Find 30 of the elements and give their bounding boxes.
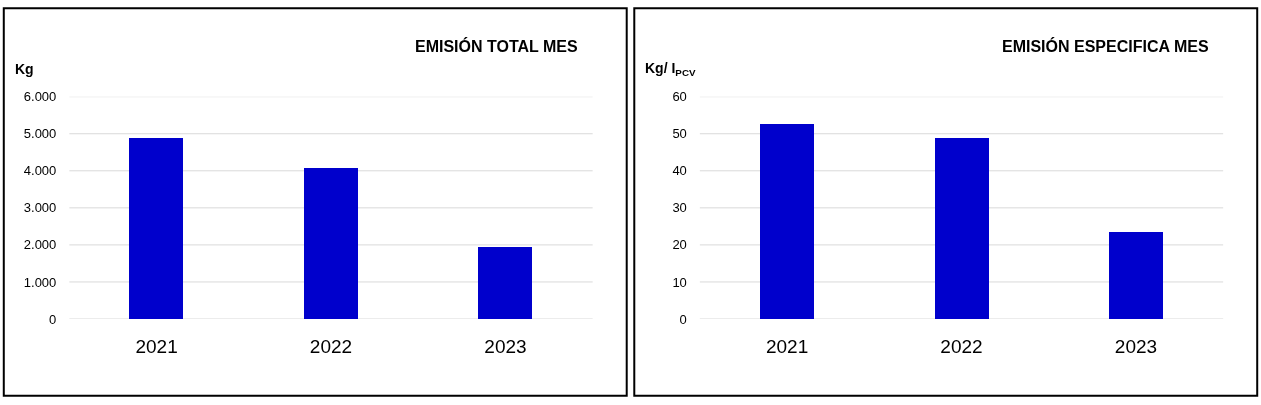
y-axis-title: Kg [15,61,34,77]
bar [129,137,184,319]
x-tick-label: 2022 [940,336,983,357]
y-tick-label: 60 [672,89,687,105]
bar [1108,231,1163,319]
x-tick-label: 2021 [135,336,178,357]
y-tick-label: 5.000 [23,126,57,142]
chart-title: EMISIÓN TOTAL MES [415,37,579,55]
bar [759,123,814,319]
y-tick-label: 6.000 [23,89,57,105]
bar [934,137,989,319]
bar [304,167,359,319]
y-tick-label: 40 [672,163,687,179]
y-tick-label: 2.000 [23,237,57,253]
y-tick-label: 30 [672,200,687,216]
x-tick-label: 2022 [309,336,353,357]
y-tick-label: 4.000 [23,163,57,179]
x-tick-label: 2023 [1114,336,1158,357]
y-tick-label: 0 [49,311,57,327]
y-tick-label: 10 [672,274,687,290]
chart-title: EMISIÓN ESPECIFICA MES [1002,37,1209,55]
y-tick-label: 3.000 [23,200,57,216]
x-tick-label: 2021 [765,336,809,357]
y-tick-label: 0 [679,311,687,327]
y-axis-title: Kg/ I$_{PCV}$ [645,60,696,78]
y-tick-label: 1.000 [23,274,57,290]
bar [478,246,533,319]
y-tick-label: 50 [672,126,687,142]
x-tick-label: 2023 [484,336,527,357]
y-tick-label: 20 [672,237,687,253]
